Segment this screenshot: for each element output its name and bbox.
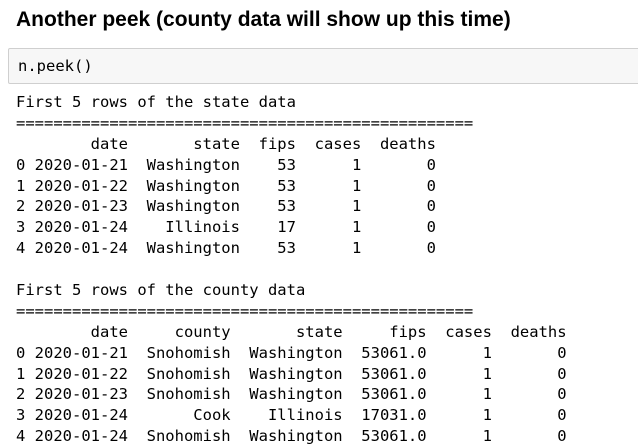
output-title-county: First 5 rows of the county data — [16, 281, 306, 300]
blank-line — [16, 259, 567, 280]
state-table-row: 3 2020-01-24 Illinois 17 1 0 — [16, 218, 436, 237]
state-table-row: 2 2020-01-23 Washington 53 1 0 — [16, 197, 436, 216]
county-table-row: 3 2020-01-24 Cook Illinois 17031.0 1 0 — [16, 406, 567, 425]
county-table-row: 4 2020-01-24 Snohomish Washington 53061.… — [16, 427, 567, 446]
output-separator: ========================================… — [16, 113, 474, 132]
county-table-row: 1 2020-01-22 Snohomish Washington 53061.… — [16, 364, 567, 383]
section-heading: Another peek (county data will show up t… — [16, 8, 511, 31]
county-table-row: 2 2020-01-23 Snohomish Washington 53061.… — [16, 385, 567, 404]
output-title-state: First 5 rows of the state data — [16, 93, 296, 111]
state-table-row: 4 2020-01-24 Washington 53 1 0 — [16, 239, 436, 258]
state-table-row: 1 2020-01-22 Washington 53 1 0 — [16, 176, 436, 195]
code-input[interactable]: n.peek() — [18, 57, 93, 75]
code-input-cell[interactable]: n.peek() — [8, 48, 638, 84]
state-table-row: 0 2020-01-21 Washington 53 1 0 — [16, 155, 436, 174]
output-separator: ========================================… — [16, 301, 474, 320]
state-table-header: date state fips cases deaths — [16, 134, 436, 153]
county-table-row: 0 2020-01-21 Snohomish Washington 53061.… — [16, 343, 567, 362]
county-table-header: date county state fips cases deaths — [16, 322, 567, 341]
cell-output: First 5 rows of the state data ==========… — [16, 92, 567, 447]
